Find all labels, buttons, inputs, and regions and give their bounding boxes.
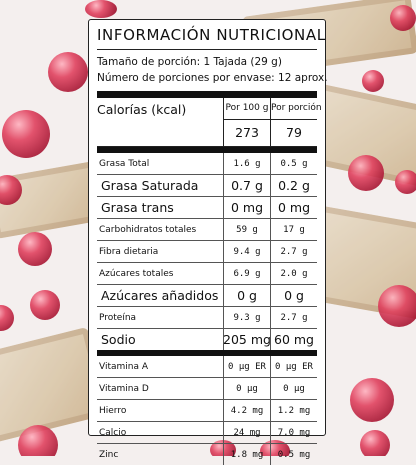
nutrient-per-100g: 4.2 mg xyxy=(223,400,270,421)
nutrient-name: Azúcares añadidos xyxy=(101,288,219,303)
nutrient-row: Fibra dietaria 9.4 g 2.7 g xyxy=(97,241,317,263)
nutrient-name: Proteína xyxy=(99,312,137,323)
thick-divider xyxy=(97,91,317,98)
cranberry xyxy=(48,52,88,92)
nutrient-per-100g: 59 g xyxy=(223,219,270,240)
cranberry xyxy=(350,378,394,422)
cranberry xyxy=(18,425,58,456)
cranberry xyxy=(390,5,416,31)
calories-per-serving: 79 xyxy=(286,125,302,140)
nutrient-per-100g: 0 μg xyxy=(223,378,270,399)
nutrient-row: Grasa Saturada 0.7 g 0.2 g xyxy=(97,175,317,197)
nutrient-per-100g: 0 mg xyxy=(223,197,270,218)
per-100g-column: Por 100 g 273 xyxy=(223,98,270,146)
nutrient-per-serving: 0.5 g xyxy=(270,153,317,174)
cranberry xyxy=(18,232,52,266)
nutrient-per-100g: 0 g xyxy=(223,285,270,306)
calories-label: Calorías (kcal) xyxy=(97,102,187,117)
nutrient-name: Grasa Saturada xyxy=(101,178,199,193)
nutrient-name: Grasa trans xyxy=(101,200,174,215)
vitamins-table: Vitamina A 0 μg ER 0 μg ER Vitamina D 0 μg 0 … xyxy=(97,356,317,465)
cranberry xyxy=(30,290,60,320)
servings-per-container: Número de porciones por envase: 12 aprox… xyxy=(97,72,328,84)
nutrient-per-100g: 24 mg xyxy=(223,422,270,443)
nutrient-per-serving: 0 μg ER xyxy=(270,356,317,377)
nutrient-row: Azúcares totales 6.9 g 2.0 g xyxy=(97,263,317,285)
nutrient-per-100g: 0 μg ER xyxy=(223,356,270,377)
nutrient-per-100g: 0.7 g xyxy=(223,175,270,196)
cranberry xyxy=(2,110,50,158)
nutrient-per-100g: 9.4 g xyxy=(223,241,270,262)
thick-divider xyxy=(97,350,317,356)
nutrient-name: Zinc xyxy=(99,449,119,460)
per-serving-column: Por porción 79 xyxy=(270,98,322,146)
nutrient-per-serving: 2.7 g xyxy=(270,307,317,328)
cranberry xyxy=(348,155,384,191)
nutrient-per-serving: 2.0 g xyxy=(270,263,317,284)
nutrient-per-serving: 0 μg xyxy=(270,378,317,399)
nutrient-name: Vitamina A xyxy=(99,361,149,372)
cranberry xyxy=(395,170,416,194)
nutrient-name: Azúcares totales xyxy=(99,268,174,279)
cranberry xyxy=(360,430,390,456)
nutrient-name: Vitamina D xyxy=(99,383,149,394)
nutrient-name: Hierro xyxy=(99,405,127,416)
cranberry xyxy=(0,175,22,205)
nutrient-per-serving: 17 g xyxy=(270,219,317,240)
nutrient-per-serving: 7.0 mg xyxy=(270,422,317,443)
nutrition-facts-label: INFORMACIÓN NUTRICIONAL Tamaño de porció… xyxy=(88,19,328,465)
nutrient-per-100g: 9.3 g xyxy=(223,307,270,328)
nutrient-name: Sodio xyxy=(101,332,136,347)
nutrient-per-serving: 0 g xyxy=(270,285,317,306)
nutrient-row: Grasa Total 1.6 g 0.5 g xyxy=(97,153,317,175)
nutrient-per-100g: 205 mg xyxy=(223,329,271,350)
nutrient-per-serving: 0 mg xyxy=(270,197,317,218)
per-serving-header: Por porción xyxy=(271,98,322,120)
nutrient-row: Calcio 24 mg 7.0 mg xyxy=(97,422,317,444)
nutrient-per-serving: 0.2 g xyxy=(270,175,317,196)
nutrient-row: Carbohidratos totales 59 g 17 g xyxy=(97,219,317,241)
nutrient-name: Calcio xyxy=(99,427,127,438)
nutrient-per-serving: 0.5 mg xyxy=(270,444,317,465)
nutrient-row: Sodio 205 mg 60 mg xyxy=(97,329,317,350)
cranberry xyxy=(378,285,416,327)
calories-per-100g: 273 xyxy=(235,125,259,140)
nutrient-per-serving: 1.2 mg xyxy=(270,400,317,421)
nutrient-per-100g: 1.8 mg xyxy=(223,444,270,465)
per-100g-header: Por 100 g xyxy=(224,98,270,120)
cranberry xyxy=(362,70,384,92)
nutrient-per-100g: 6.9 g xyxy=(223,263,270,284)
nutrient-name: Grasa Total xyxy=(99,158,150,169)
nutrient-per-serving: 2.7 g xyxy=(270,241,317,262)
cranberry xyxy=(260,440,290,456)
nutrient-row: Vitamina A 0 μg ER 0 μg ER xyxy=(97,356,317,378)
nutrient-per-serving: 60 mg xyxy=(270,329,317,350)
calories-row: Calorías (kcal) Por 100 g 273 Por porció… xyxy=(97,98,322,147)
serving-size: Tamaño de porción: 1 Tajada (29 g) xyxy=(97,56,282,68)
cranberry xyxy=(0,305,14,331)
nutrient-row: Zinc 1.8 mg 0.5 mg xyxy=(97,444,317,465)
nutrient-row: Proteína 9.3 g 2.7 g xyxy=(97,307,317,329)
label-title: INFORMACIÓN NUTRICIONAL xyxy=(97,26,325,50)
cranberry xyxy=(85,0,117,18)
nutrient-row: Grasa trans 0 mg 0 mg xyxy=(97,197,317,219)
nutrient-per-100g: 1.6 g xyxy=(223,153,270,174)
nutrient-row: Vitamina D 0 μg 0 μg xyxy=(97,378,317,400)
nutrient-name: Fibra dietaria xyxy=(99,246,159,257)
nutrients-table: Grasa Total 1.6 g 0.5 g Grasa Saturada 0.7 g… xyxy=(97,153,317,350)
nutrient-name: Carbohidratos totales xyxy=(99,224,197,235)
thick-divider xyxy=(97,147,317,153)
nutrient-row: Hierro 4.2 mg 1.2 mg xyxy=(97,400,317,422)
